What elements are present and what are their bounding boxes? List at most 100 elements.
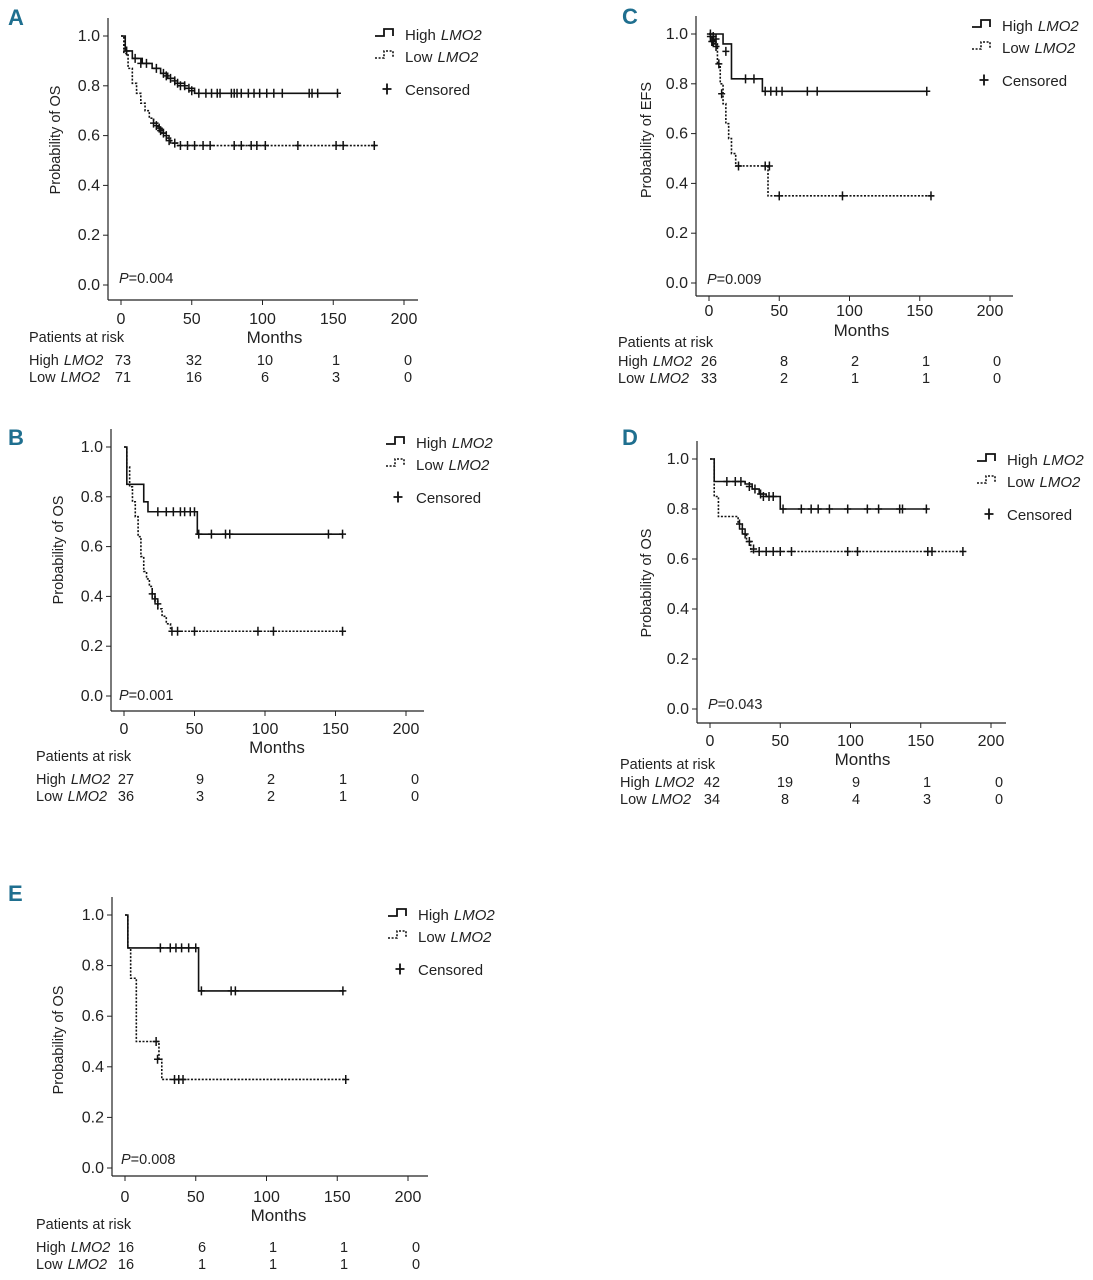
censor-mark-high — [779, 504, 787, 514]
censor-mark-high — [750, 74, 758, 84]
legend-gene: LMO2 — [449, 457, 491, 474]
risk-row-gene: LMO2 — [68, 1257, 108, 1273]
legend-censor-icon — [395, 963, 405, 975]
censor-mark-high — [131, 53, 139, 63]
censor-mark-low — [736, 519, 744, 529]
y-tick-label: 0.4 — [82, 1059, 104, 1076]
y-tick-label: 1.0 — [82, 907, 104, 924]
y-tick-label: 0.2 — [82, 1109, 104, 1126]
censor-mark-low — [755, 547, 763, 556]
y-axis-title: Probability of OS — [51, 986, 67, 1095]
risk-count-high: 0 — [404, 353, 412, 369]
y-tick-label: 0.6 — [82, 1008, 104, 1025]
legend-low-word: Low — [416, 457, 444, 474]
risk-count-high: 16 — [118, 1240, 134, 1256]
p-value: P=0.004 — [119, 271, 173, 287]
x-tick-label: 150 — [907, 733, 934, 750]
legend-gene: LMO2 — [1038, 18, 1080, 35]
risk-row-group: Low — [36, 1257, 63, 1273]
censor-mark-high — [142, 58, 150, 68]
risk-count-high: 0 — [412, 1240, 420, 1256]
x-tick-label: 200 — [393, 721, 420, 738]
panel-letter: E — [8, 881, 23, 906]
risk-count-high: 1 — [269, 1240, 277, 1256]
p-value: P=0.009 — [707, 272, 761, 288]
y-tick-label: 0.0 — [82, 1160, 104, 1177]
x-axis-title: Months — [835, 750, 891, 769]
panel-letter: D — [622, 425, 638, 450]
legend-gene: LMO2 — [438, 49, 480, 66]
censor-mark-low — [151, 594, 159, 604]
risk-count-high: 26 — [701, 354, 717, 370]
censor-mark-high — [825, 504, 833, 514]
y-tick-label: 1.0 — [81, 439, 103, 456]
censor-mark-low — [838, 191, 846, 201]
censor-mark-high — [314, 88, 322, 98]
risk-count-low: 3 — [923, 792, 931, 808]
legend-swatch-high — [972, 19, 991, 28]
risk-count-low: 4 — [852, 792, 860, 808]
panel-d: D0.00.20.40.60.81.00 50 100 150 200Probabili… — [620, 425, 1084, 808]
censor-mark-low — [152, 1037, 160, 1046]
risk-count-low: 3 — [196, 789, 204, 805]
x-tick-label: 150 — [324, 1189, 351, 1206]
risk-count-low: 3 — [332, 370, 340, 386]
censor-mark-high — [195, 88, 203, 98]
y-tick-label: 0.0 — [667, 701, 689, 718]
censor-mark-low — [162, 131, 170, 141]
risk-count-low: 33 — [701, 371, 717, 387]
risk-row-label-high: High LMO2 — [36, 772, 110, 788]
curve-high — [121, 35, 338, 95]
risk-count-low: 16 — [186, 370, 202, 386]
censor-mark-low — [191, 141, 199, 151]
risk-count-high: 10 — [257, 353, 273, 369]
risk-table-header: Patients at risk — [36, 1217, 132, 1233]
p-value-number: =0.008 — [131, 1152, 176, 1168]
censor-mark-high — [278, 88, 286, 98]
censor-mark-high — [742, 74, 750, 84]
y-tick-label: 0.2 — [78, 227, 100, 244]
x-tick-label: 50 — [183, 311, 201, 328]
risk-row-group: High — [36, 772, 66, 788]
legend-high-word: High — [418, 907, 449, 924]
censor-mark-low — [741, 529, 749, 539]
curve-high — [710, 458, 928, 510]
censor-mark-high — [167, 73, 175, 83]
x-axis-title: Months — [249, 738, 305, 757]
x-tick-label: 0 — [117, 311, 126, 328]
legend-censor-icon — [382, 83, 392, 95]
curve-high — [709, 33, 927, 93]
censor-mark-high — [207, 529, 215, 539]
risk-row-label-high: High LMO2 — [29, 353, 103, 369]
censor-mark-high — [181, 81, 189, 91]
risk-count-high: 32 — [186, 353, 202, 369]
panel-letter: B — [8, 425, 24, 450]
x-tick-label: 50 — [186, 721, 204, 738]
censor-mark-low — [176, 141, 184, 151]
censor-mark-high — [769, 492, 777, 501]
legend-censor-icon — [979, 74, 989, 86]
censor-mark-high — [237, 88, 245, 98]
x-axis-title: Months — [834, 321, 890, 340]
censor-mark-high — [185, 943, 193, 953]
x-axis-title: Months — [251, 1206, 307, 1225]
x-tick-label: 50 — [771, 733, 789, 750]
legend-low-word: Low — [1002, 40, 1030, 57]
legend-low-word: Low — [418, 929, 446, 946]
y-tick-label: 0.0 — [81, 688, 103, 705]
p-value-number: =0.043 — [718, 697, 763, 713]
panel-letter: C — [622, 4, 638, 29]
legend-gene: LMO2 — [1040, 474, 1082, 491]
x-tick-label: 0 — [705, 303, 714, 320]
x-tick-label: 200 — [395, 1189, 422, 1206]
censor-mark-high — [745, 482, 753, 491]
risk-count-high: 0 — [411, 772, 419, 788]
censor-mark-low — [762, 547, 770, 556]
censor-mark-low — [775, 191, 783, 201]
censor-mark-high — [231, 986, 239, 996]
x-tick-label: 0 — [121, 1189, 130, 1206]
legend-high-word: High — [405, 27, 436, 44]
